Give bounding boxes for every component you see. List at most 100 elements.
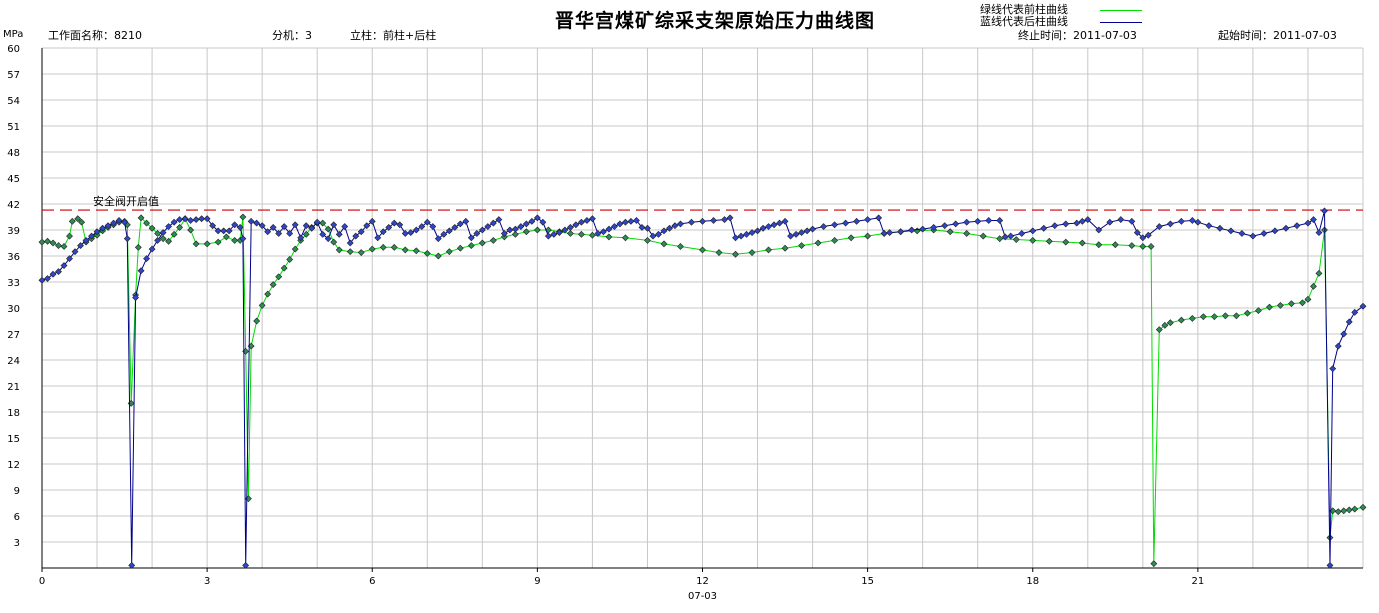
data-point-rear: [1359, 302, 1367, 310]
data-point-front: [78, 218, 86, 226]
data-point-rear: [550, 230, 558, 238]
data-point-rear: [1321, 207, 1328, 215]
data-point-front: [566, 230, 574, 237]
data-point-rear: [451, 223, 459, 231]
data-point-rear: [605, 225, 613, 233]
data-point-front: [1045, 237, 1053, 245]
safety-valve-label: 安全阀开启值: [93, 194, 159, 208]
data-point-rear: [996, 217, 1004, 224]
data-point-front: [781, 244, 789, 252]
data-point-rear: [88, 232, 95, 240]
data-point-rear: [176, 216, 184, 224]
data-point-front: [1315, 269, 1323, 277]
data-point-rear: [313, 218, 321, 226]
data-point-front: [231, 236, 239, 244]
data-point-rear: [352, 232, 360, 240]
data-point-rear: [489, 219, 497, 227]
y-tick-label: 3: [14, 538, 20, 549]
y-tick-label: 6: [14, 512, 20, 523]
data-point-rear: [798, 229, 805, 237]
data-point-front: [1161, 321, 1169, 329]
data-point-front: [577, 230, 585, 238]
x-tick-label: 18: [1026, 576, 1039, 587]
data-point-rear: [154, 236, 162, 244]
y-tick-label: 12: [7, 460, 20, 471]
data-point-front: [154, 230, 162, 237]
data-point-rear: [985, 217, 993, 224]
data-point-front: [357, 249, 365, 256]
data-point-front: [798, 242, 805, 250]
data-point-rear: [522, 220, 530, 228]
data-point-front: [622, 234, 629, 242]
data-point-rear: [726, 214, 734, 222]
data-point-rear: [1133, 229, 1141, 237]
data-point-rear: [82, 236, 90, 244]
data-point-front: [390, 243, 398, 251]
y-tick-label: 27: [7, 330, 20, 341]
data-point-front: [68, 217, 76, 225]
data-point-rear: [121, 218, 128, 226]
data-point-front: [239, 213, 247, 221]
data-point-rear: [66, 255, 73, 263]
data-point-front: [412, 247, 420, 255]
data-point-rear: [236, 223, 244, 231]
data-point-rear: [128, 561, 136, 569]
data-point-rear: [666, 224, 673, 232]
data-point-rear: [1018, 230, 1026, 237]
data-point-rear: [875, 214, 883, 222]
workface-label: 工作面名称：8210: [48, 29, 142, 42]
data-point-front: [732, 250, 739, 258]
x-tick-label: 12: [696, 576, 709, 587]
y-tick-label: 36: [7, 252, 20, 263]
data-point-rear: [209, 222, 217, 230]
data-point-front: [946, 228, 954, 236]
data-point-front: [222, 233, 230, 241]
data-point-front: [137, 214, 145, 222]
data-point-rear: [462, 217, 470, 225]
data-point-front: [335, 246, 343, 254]
data-point-rear: [423, 218, 431, 226]
data-point-rear: [280, 223, 288, 230]
data-point-rear: [649, 232, 657, 240]
data-point-rear: [864, 216, 872, 224]
data-point-front: [275, 273, 283, 281]
data-point-rear: [1238, 230, 1246, 237]
data-point-rear: [974, 217, 982, 225]
data-point-rear: [1007, 232, 1015, 240]
data-point-rear: [55, 268, 62, 276]
data-point-front: [44, 237, 51, 245]
data-point-rear: [239, 235, 247, 243]
data-point-front: [176, 223, 184, 231]
data-point-rear: [1040, 224, 1048, 232]
y-tick-label: 48: [7, 148, 20, 159]
data-point-front: [203, 240, 211, 248]
data-point-rear: [930, 223, 938, 231]
data-point-rear: [286, 230, 294, 237]
data-point-rear: [1078, 217, 1086, 225]
data-point-rear: [308, 224, 316, 232]
data-point-rear: [671, 222, 679, 230]
data-point-rear: [49, 270, 57, 278]
data-point-front: [1340, 507, 1348, 515]
data-point-rear: [511, 225, 519, 233]
data-point-front: [500, 233, 508, 241]
data-point-front: [1029, 236, 1037, 244]
data-point-rear: [600, 228, 607, 236]
data-point-rear: [1166, 220, 1174, 228]
y-tick-label: 33: [7, 278, 20, 289]
data-point-front: [1288, 300, 1295, 308]
data-point-rear: [220, 227, 228, 235]
data-point-rear: [1293, 222, 1301, 230]
data-point-front: [456, 244, 464, 252]
data-point-rear: [363, 222, 371, 230]
data-point-rear: [456, 220, 464, 228]
data-point-front: [677, 243, 684, 250]
data-point-rear: [792, 230, 800, 238]
chart-title: 晋华宫煤矿综采支架原始压力曲线图: [554, 10, 875, 32]
data-point-rear: [467, 234, 475, 242]
data-point-rear: [803, 227, 811, 235]
data-point-front: [93, 231, 101, 239]
data-point-front: [423, 249, 431, 257]
data-point-front: [1243, 309, 1251, 317]
data-point-front: [1334, 508, 1342, 516]
